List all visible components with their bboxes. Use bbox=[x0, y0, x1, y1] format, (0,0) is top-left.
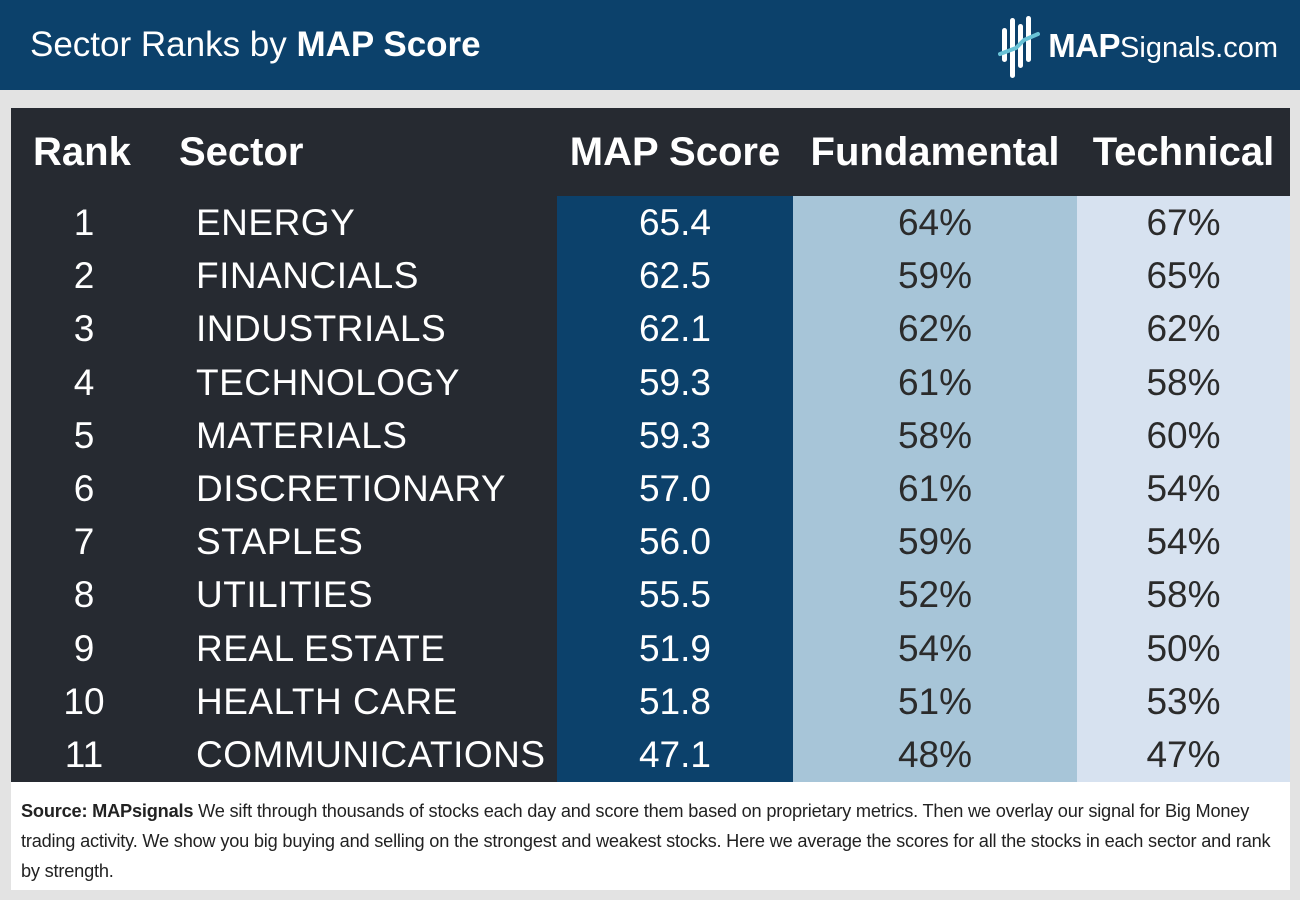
logo-rest: Signals.com bbox=[1120, 32, 1278, 64]
sector-cell: REAL ESTATE bbox=[196, 627, 446, 669]
technical-cell: 60% bbox=[1146, 414, 1221, 456]
fundamental-column-bg bbox=[793, 196, 1077, 782]
fundamental-cell: 64% bbox=[897, 202, 973, 243]
map-score-cell: 51.8 bbox=[638, 680, 711, 722]
sector-cell: MATERIALS bbox=[196, 414, 408, 456]
sector-cell: COMMUNICATIONS bbox=[196, 733, 546, 775]
fundamental-cell: 61% bbox=[897, 361, 973, 403]
fundamental-cell: 51% bbox=[897, 680, 973, 722]
technical-cell: 62% bbox=[1146, 308, 1221, 350]
fundamental-cell: 59% bbox=[897, 521, 973, 563]
logo-bold: MAP bbox=[1048, 27, 1121, 64]
header-bar: Sector Ranks by MAP Score MAPSignals.com bbox=[0, 0, 1300, 90]
technical-cell: 54% bbox=[1146, 467, 1221, 509]
technical-cell: 53% bbox=[1146, 680, 1221, 722]
map-score-column-bg bbox=[557, 196, 793, 782]
technical-cell: 54% bbox=[1146, 521, 1221, 563]
table-row: 10 HEALTH CARE 51.8 51% 53% bbox=[11, 675, 1290, 728]
rank-cell: 6 bbox=[73, 467, 95, 509]
page-title: Sector Ranks by MAP Score bbox=[30, 22, 481, 68]
fundamental-cell: 61% bbox=[897, 467, 973, 509]
technical-cell: 58% bbox=[1146, 574, 1221, 616]
fundamental-cell: 54% bbox=[897, 627, 973, 669]
rank-cell: 1 bbox=[73, 202, 95, 243]
map-score-cell: 59.3 bbox=[638, 414, 711, 456]
technical-cell: 47% bbox=[1146, 733, 1221, 775]
footer-text: We sift through thousands of stocks each… bbox=[21, 801, 1271, 881]
map-score-cell: 57.0 bbox=[638, 467, 711, 509]
mapsignals-logo-icon bbox=[998, 16, 1041, 78]
table-row: 8 UTILITIES 55.5 52% 58% bbox=[11, 568, 1290, 621]
fundamental-cell: 58% bbox=[897, 414, 973, 456]
map-score-cell: 51.9 bbox=[638, 627, 711, 669]
sector-cell: INDUSTRIALS bbox=[196, 308, 447, 350]
map-score-cell: 47.1 bbox=[638, 733, 711, 775]
fundamental-cell: 62% bbox=[897, 308, 973, 350]
sector-cell: HEALTH CARE bbox=[196, 680, 458, 722]
sector-cell: DISCRETIONARY bbox=[196, 467, 507, 509]
rank-cell: 8 bbox=[73, 574, 95, 616]
rank-cell: 3 bbox=[73, 308, 95, 350]
rank-cell: 5 bbox=[73, 414, 95, 456]
table-row: 1 ENERGY 65.4 64% 67% bbox=[11, 196, 1290, 249]
technical-cell: 58% bbox=[1146, 361, 1221, 403]
table-row: 3 INDUSTRIALS 62.1 62% 62% bbox=[11, 302, 1290, 355]
table-body: 1 ENERGY 65.4 64% 67% 2 FINANCIALS 62.5 59% 65% 3 I… bbox=[11, 196, 1290, 781]
technical-cell: 65% bbox=[1146, 255, 1221, 297]
footer-note: Source: MAPsignals We sift through thous… bbox=[11, 782, 1290, 890]
rank-cell: 4 bbox=[73, 361, 95, 403]
sector-cell: FINANCIALS bbox=[196, 255, 419, 297]
table-row: 5 MATERIALS 59.3 58% 60% bbox=[11, 409, 1290, 462]
map-score-cell: 62.5 bbox=[638, 255, 711, 297]
title-prefix: Sector Ranks by bbox=[30, 25, 297, 64]
table-row: 4 TECHNOLOGY 59.3 61% 58% bbox=[11, 356, 1290, 409]
technical-column-bg bbox=[1077, 196, 1290, 782]
rank-cell: 9 bbox=[73, 627, 95, 669]
table-row: 2 FINANCIALS 62.5 59% 65% bbox=[11, 249, 1290, 302]
map-score-cell: 62.1 bbox=[638, 308, 711, 350]
sector-rank-table: Rank Sector MAP Score Fundamental Techni… bbox=[11, 108, 1290, 782]
mapsignals-logo: MAPSignals.com bbox=[998, 14, 1278, 78]
map-score-cell: 55.5 bbox=[638, 574, 711, 616]
table-row: 6 DISCRETIONARY 57.0 61% 54% bbox=[11, 462, 1290, 515]
map-score-cell: 59.3 bbox=[638, 361, 711, 403]
sector-cell: TECHNOLOGY bbox=[196, 361, 461, 403]
table-row: 11 COMMUNICATIONS 47.1 48% 47% bbox=[11, 728, 1290, 781]
table-row: 7 STAPLES 56.0 59% 54% bbox=[11, 515, 1290, 568]
sector-cell: UTILITIES bbox=[196, 574, 374, 616]
header-fundamental: Fundamental bbox=[810, 130, 1060, 174]
logo-text: MAPSignals.com bbox=[1048, 27, 1278, 65]
sector-cell: ENERGY bbox=[196, 202, 356, 243]
fundamental-cell: 59% bbox=[897, 255, 973, 297]
rank-cell: 11 bbox=[64, 733, 104, 775]
map-score-cell: 65.4 bbox=[638, 202, 711, 243]
fundamental-cell: 52% bbox=[897, 574, 973, 616]
table-row: 9 REAL ESTATE 51.9 54% 50% bbox=[11, 622, 1290, 675]
title-bold: MAP Score bbox=[296, 25, 481, 64]
header-map-score: MAP Score bbox=[569, 130, 781, 174]
rank-cell: 7 bbox=[73, 521, 95, 563]
source-label: Source: MAPsignals bbox=[21, 801, 194, 821]
technical-cell: 50% bbox=[1146, 627, 1221, 669]
rank-cell: 10 bbox=[63, 680, 105, 722]
sector-cell: STAPLES bbox=[196, 521, 364, 563]
rank-cell: 2 bbox=[73, 255, 95, 297]
map-score-cell: 56.0 bbox=[638, 521, 711, 563]
header-sector: Sector bbox=[179, 130, 304, 174]
fundamental-cell: 48% bbox=[897, 733, 973, 775]
technical-cell: 67% bbox=[1146, 202, 1221, 243]
header-technical: Technical bbox=[1092, 130, 1275, 174]
header-rank: Rank bbox=[33, 130, 131, 174]
